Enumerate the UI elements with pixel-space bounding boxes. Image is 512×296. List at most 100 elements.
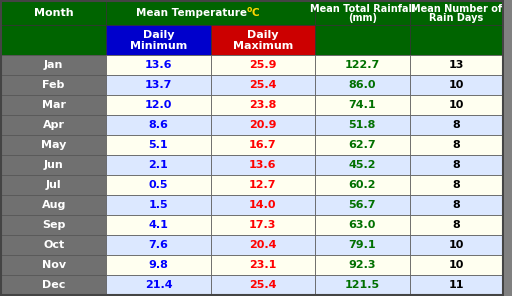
- Text: 4.1: 4.1: [148, 220, 168, 230]
- Bar: [210, 55, 315, 75]
- Bar: [210, 235, 315, 255]
- Text: 13: 13: [449, 60, 464, 70]
- Bar: [1, 55, 106, 75]
- Bar: [1, 75, 106, 95]
- Bar: [1, 235, 106, 255]
- Text: Mar: Mar: [41, 100, 66, 110]
- Text: 79.1: 79.1: [349, 240, 376, 250]
- Bar: [210, 155, 315, 175]
- Bar: [1, 1, 106, 25]
- Bar: [315, 95, 410, 115]
- Text: 8: 8: [453, 140, 460, 150]
- Text: 2.1: 2.1: [148, 160, 168, 170]
- Text: Oct: Oct: [43, 240, 65, 250]
- Text: 13.7: 13.7: [145, 80, 172, 90]
- Bar: [106, 55, 210, 75]
- Text: Jun: Jun: [44, 160, 63, 170]
- Bar: [1, 135, 106, 155]
- Bar: [1, 175, 106, 195]
- Bar: [1, 255, 106, 275]
- Bar: [106, 195, 210, 215]
- Text: 17.3: 17.3: [249, 220, 276, 230]
- Bar: [106, 155, 210, 175]
- Text: Nov: Nov: [41, 260, 66, 270]
- Bar: [315, 135, 410, 155]
- Bar: [410, 75, 503, 95]
- Text: 12.0: 12.0: [145, 100, 172, 110]
- Text: 23.8: 23.8: [249, 100, 276, 110]
- Bar: [1, 25, 106, 55]
- Bar: [210, 255, 315, 275]
- Text: Rain Days: Rain Days: [429, 13, 483, 23]
- Bar: [315, 115, 410, 135]
- Bar: [1, 115, 106, 135]
- Bar: [106, 25, 210, 55]
- Text: 9.8: 9.8: [148, 260, 168, 270]
- Bar: [210, 175, 315, 195]
- Bar: [106, 235, 210, 255]
- Bar: [410, 135, 503, 155]
- Bar: [410, 275, 503, 295]
- Text: Feb: Feb: [42, 80, 65, 90]
- Bar: [315, 215, 410, 235]
- Text: 25.9: 25.9: [249, 60, 276, 70]
- Bar: [315, 175, 410, 195]
- Bar: [315, 195, 410, 215]
- Text: Dec: Dec: [42, 280, 66, 290]
- Text: 56.7: 56.7: [349, 200, 376, 210]
- Text: Apr: Apr: [42, 120, 65, 130]
- Bar: [1, 275, 106, 295]
- Bar: [315, 275, 410, 295]
- Text: 8: 8: [453, 180, 460, 190]
- Bar: [315, 75, 410, 95]
- Bar: [410, 175, 503, 195]
- Bar: [210, 215, 315, 235]
- Text: 8: 8: [453, 200, 460, 210]
- Text: 20.9: 20.9: [249, 120, 276, 130]
- Text: 25.4: 25.4: [249, 280, 276, 290]
- Text: Mean Number of: Mean Number of: [411, 4, 502, 14]
- Text: o: o: [246, 4, 252, 14]
- Bar: [315, 25, 410, 55]
- Bar: [410, 195, 503, 215]
- Text: 62.7: 62.7: [349, 140, 376, 150]
- Text: 63.0: 63.0: [349, 220, 376, 230]
- Text: Minimum: Minimum: [130, 41, 187, 51]
- Bar: [315, 1, 410, 25]
- Text: 7.6: 7.6: [148, 240, 168, 250]
- Text: Daily: Daily: [247, 30, 279, 40]
- Bar: [210, 115, 315, 135]
- Bar: [106, 95, 210, 115]
- Text: 10: 10: [449, 260, 464, 270]
- Bar: [210, 275, 315, 295]
- Bar: [106, 175, 210, 195]
- Bar: [210, 195, 315, 215]
- Bar: [210, 95, 315, 115]
- Bar: [1, 215, 106, 235]
- Text: 8: 8: [453, 160, 460, 170]
- Text: (mm): (mm): [348, 13, 377, 23]
- Bar: [410, 55, 503, 75]
- Text: Mean Total Rainfall: Mean Total Rainfall: [310, 4, 415, 14]
- Text: Daily: Daily: [143, 30, 174, 40]
- Text: 10: 10: [449, 100, 464, 110]
- Bar: [210, 25, 315, 55]
- Text: 25.4: 25.4: [249, 80, 276, 90]
- Bar: [315, 55, 410, 75]
- Bar: [106, 135, 210, 155]
- Text: 92.3: 92.3: [349, 260, 376, 270]
- Bar: [410, 115, 503, 135]
- Text: Jan: Jan: [44, 60, 63, 70]
- Text: 11: 11: [449, 280, 464, 290]
- Text: 13.6: 13.6: [145, 60, 172, 70]
- Bar: [410, 255, 503, 275]
- Bar: [410, 25, 503, 55]
- Text: Month: Month: [34, 8, 73, 18]
- Bar: [1, 155, 106, 175]
- Text: 12.7: 12.7: [249, 180, 276, 190]
- Bar: [106, 255, 210, 275]
- Bar: [410, 235, 503, 255]
- Text: 8.6: 8.6: [148, 120, 168, 130]
- Text: 10: 10: [449, 80, 464, 90]
- Text: 60.2: 60.2: [349, 180, 376, 190]
